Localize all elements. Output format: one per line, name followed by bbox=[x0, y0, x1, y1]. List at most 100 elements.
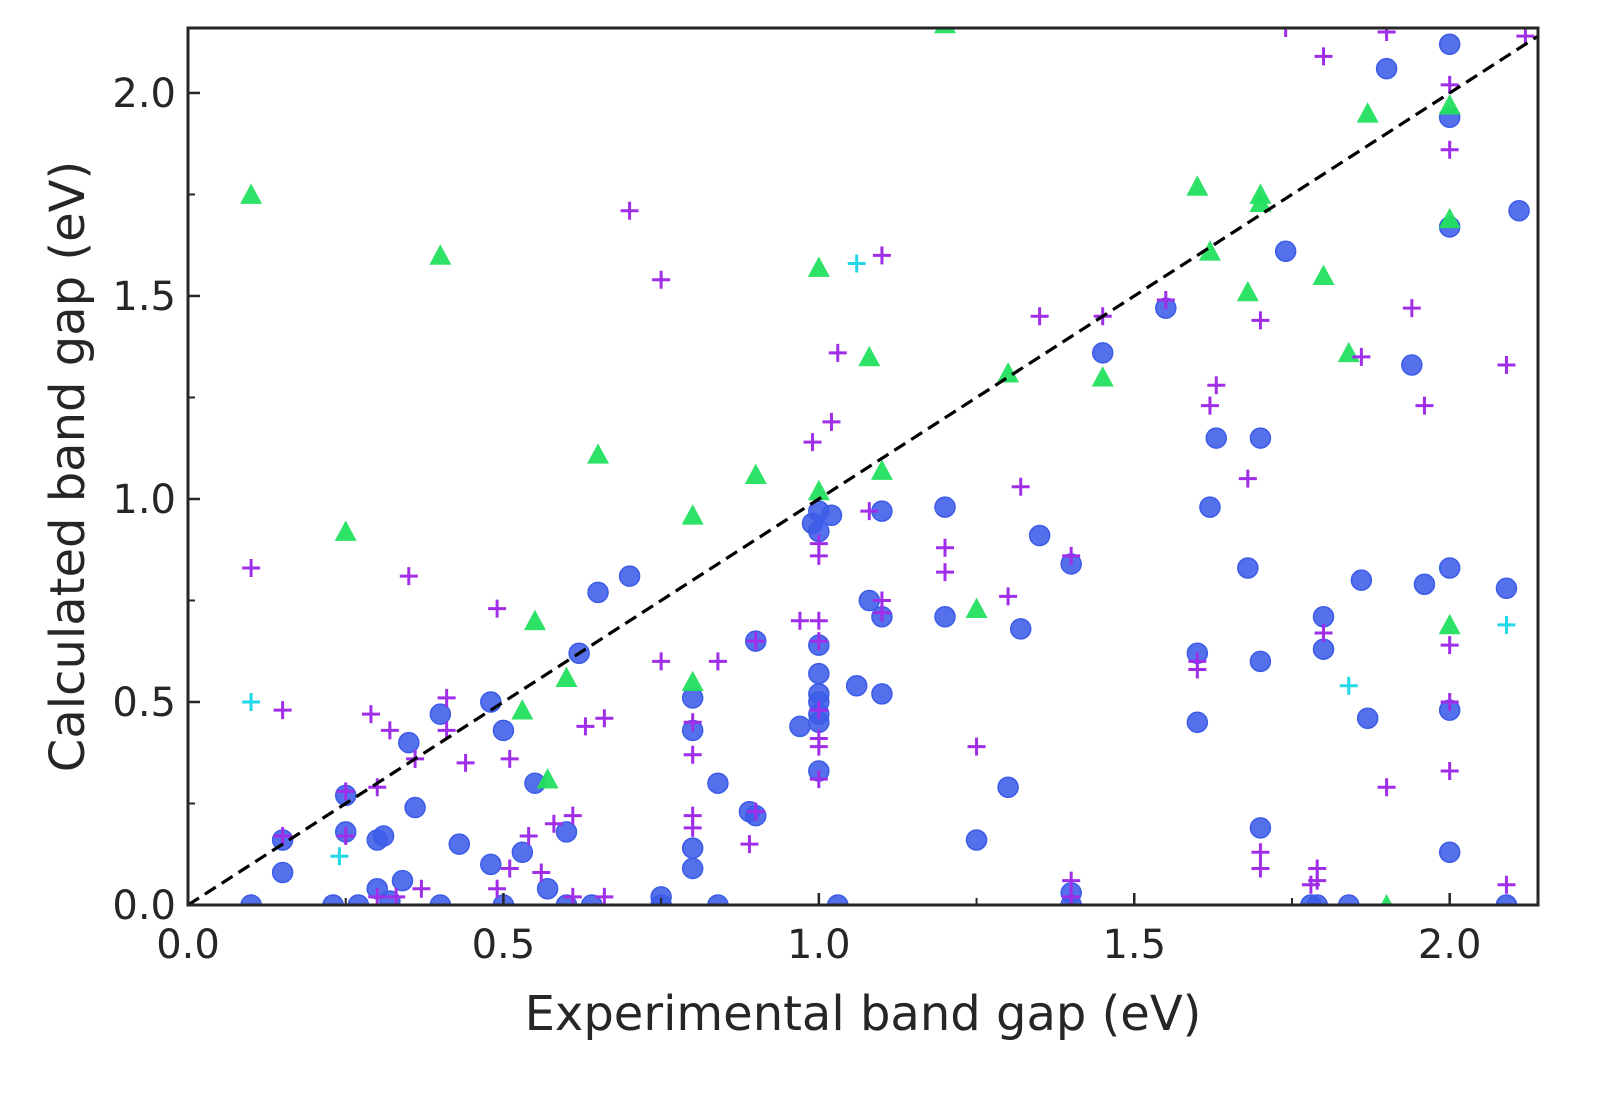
data-point-circle bbox=[1199, 496, 1221, 518]
data-point-triangle bbox=[1438, 613, 1461, 635]
x-tick-label: 1.0 bbox=[787, 922, 851, 968]
data-point-triangle bbox=[334, 520, 357, 541]
data-point-plus bbox=[1440, 75, 1459, 94]
data-point-plus bbox=[809, 770, 828, 789]
data-point-circle bbox=[618, 565, 641, 587]
data-point-triangle bbox=[681, 670, 704, 692]
data-point-circle bbox=[1438, 841, 1461, 863]
data-point-plus bbox=[595, 709, 614, 728]
data-point-plus bbox=[1251, 859, 1270, 878]
data-point-triangle bbox=[240, 183, 263, 204]
data-point-circle bbox=[934, 605, 956, 628]
data-point-triangle bbox=[870, 459, 893, 480]
data-point-plus bbox=[500, 859, 519, 878]
data-point-plus bbox=[519, 826, 538, 845]
data-point-circle bbox=[681, 857, 704, 880]
data-point-plus bbox=[387, 887, 406, 905]
data-point-circle bbox=[492, 719, 515, 742]
data-point-circle bbox=[1028, 524, 1051, 547]
data-point-plus bbox=[1377, 28, 1396, 42]
data-point-plus bbox=[809, 632, 828, 651]
data-point-plus bbox=[368, 778, 387, 797]
data-point-plus bbox=[967, 737, 986, 756]
data-point-plus bbox=[828, 343, 847, 362]
data-point-triangle bbox=[511, 699, 534, 720]
data-point-circle bbox=[347, 894, 370, 905]
data-point-triangle bbox=[1380, 894, 1393, 905]
data-point-circle bbox=[1356, 707, 1379, 729]
data-point-plus bbox=[242, 559, 261, 578]
data-point-triangle bbox=[807, 256, 830, 277]
data-point-plus bbox=[1377, 778, 1396, 797]
data-point-plus bbox=[1415, 396, 1434, 415]
data-point-circle bbox=[240, 894, 262, 905]
data-point-plus bbox=[242, 692, 261, 711]
data-point-plus bbox=[847, 254, 866, 273]
data-point-circle bbox=[1438, 557, 1461, 579]
data-point-plus bbox=[563, 806, 582, 825]
data-point-circle bbox=[707, 894, 729, 905]
data-point-plus bbox=[652, 652, 671, 671]
data-point-plus bbox=[1440, 636, 1459, 655]
data-point-plus bbox=[822, 412, 841, 431]
data-point-triangle bbox=[1312, 264, 1335, 286]
data-point-circle bbox=[1495, 894, 1518, 905]
data-point-triangle bbox=[681, 504, 704, 525]
data-point-plus bbox=[1497, 615, 1516, 634]
data-point-plus bbox=[1352, 347, 1371, 366]
data-point-plus bbox=[1314, 47, 1333, 66]
data-point-plus bbox=[1440, 140, 1459, 159]
data-point-circle bbox=[1205, 427, 1228, 449]
data-point-circle bbox=[1237, 557, 1259, 579]
data-point-circle bbox=[1306, 894, 1328, 905]
data-point-triangle bbox=[555, 666, 578, 687]
data-point-circle bbox=[391, 869, 414, 892]
data-point-plus bbox=[809, 546, 828, 565]
data-point-circle bbox=[398, 731, 420, 754]
data-point-plus bbox=[683, 745, 702, 764]
data-point-circle bbox=[448, 833, 471, 855]
data-point-circle bbox=[372, 825, 395, 847]
data-point-triangle bbox=[1438, 94, 1461, 115]
data-point-circle bbox=[480, 853, 502, 876]
data-point-plus bbox=[488, 879, 507, 898]
data-point-circle bbox=[789, 715, 811, 738]
data-point-plus bbox=[803, 433, 822, 452]
data-point-triangle bbox=[1198, 240, 1221, 261]
data-point-plus bbox=[1062, 546, 1081, 565]
data-point-circle bbox=[827, 894, 849, 905]
data-point-circle bbox=[808, 662, 830, 685]
data-point-circle bbox=[511, 841, 534, 863]
data-point-plus bbox=[1497, 875, 1516, 894]
data-point-plus bbox=[740, 835, 759, 854]
data-point-triangle bbox=[523, 609, 546, 631]
data-point-plus bbox=[620, 201, 639, 220]
data-point-circle bbox=[681, 837, 704, 859]
data-point-plus bbox=[500, 749, 519, 768]
data-point-plus bbox=[1062, 871, 1081, 890]
data-point-plus bbox=[399, 567, 418, 586]
data-point-plus bbox=[544, 814, 563, 833]
data-point-plus bbox=[1276, 28, 1295, 37]
data-point-circle bbox=[555, 821, 578, 843]
data-point-plus bbox=[999, 587, 1018, 606]
data-point-plus bbox=[1314, 623, 1333, 642]
data-point-plus bbox=[872, 603, 891, 622]
data-point-circle bbox=[845, 675, 868, 697]
data-point-plus bbox=[790, 611, 809, 630]
data-point-circle bbox=[587, 581, 609, 604]
data-point-plus bbox=[809, 611, 828, 630]
data-point-triangle bbox=[997, 362, 1020, 383]
data-point-triangle bbox=[807, 479, 830, 501]
y-tick-label: 2.0 bbox=[112, 71, 176, 117]
data-point-circle bbox=[536, 878, 559, 900]
data-point-circle bbox=[1312, 638, 1335, 660]
data-point-plus bbox=[336, 826, 355, 845]
data-point-plus bbox=[412, 879, 431, 898]
data-point-circle bbox=[404, 796, 426, 819]
data-point-plus bbox=[1062, 887, 1081, 905]
data-point-plus bbox=[809, 701, 828, 720]
data-point-plus bbox=[936, 563, 955, 582]
data-point-circle bbox=[429, 894, 452, 905]
data-point-plus bbox=[809, 737, 828, 756]
